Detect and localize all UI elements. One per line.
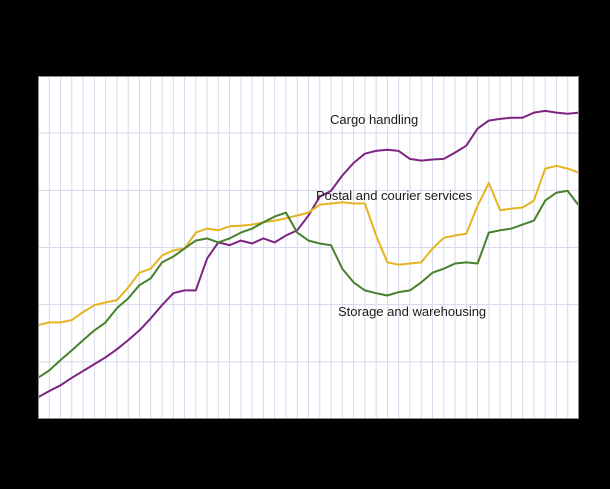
plot-svg	[38, 76, 579, 419]
series-line-postal-and-courier-services	[38, 164, 579, 327]
series-line-cargo-handling	[38, 109, 579, 399]
plot-border	[38, 76, 579, 419]
series-line-storage-and-warehousing	[38, 189, 579, 379]
chart-plot-area: Cargo handling Postal and courier servic…	[38, 76, 579, 419]
